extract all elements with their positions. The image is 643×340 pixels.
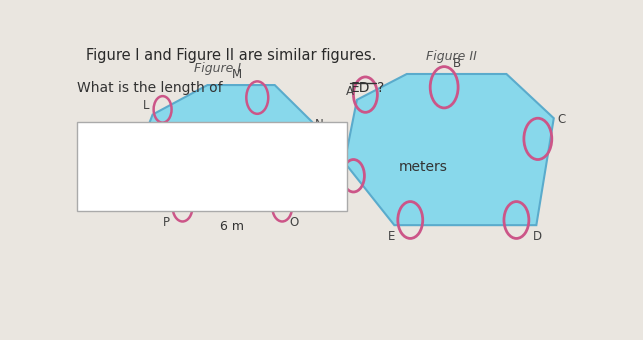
Text: 3 m: 3 m xyxy=(111,135,135,148)
Text: Q: Q xyxy=(120,162,129,175)
Text: A: A xyxy=(345,85,354,98)
Text: meters: meters xyxy=(399,159,448,174)
Text: L: L xyxy=(143,99,149,112)
Text: Figure II: Figure II xyxy=(426,50,477,63)
Text: B: B xyxy=(453,57,460,70)
Text: C: C xyxy=(557,113,566,126)
Text: 4 m: 4 m xyxy=(320,125,343,138)
Text: 6 m: 6 m xyxy=(221,220,244,233)
Text: D: D xyxy=(533,230,543,243)
Text: P: P xyxy=(163,216,170,228)
Text: F: F xyxy=(334,157,341,170)
Text: N: N xyxy=(314,118,323,131)
Text: What is the length of: What is the length of xyxy=(77,81,227,95)
Text: ?: ? xyxy=(377,81,385,95)
Text: ED: ED xyxy=(350,81,370,95)
Text: E: E xyxy=(388,230,395,243)
Text: Figure I and Figure II are similar figures.: Figure I and Figure II are similar figur… xyxy=(86,48,377,63)
Text: Figure I: Figure I xyxy=(194,63,241,75)
Polygon shape xyxy=(132,85,312,210)
Text: M: M xyxy=(232,68,242,81)
Polygon shape xyxy=(345,74,554,225)
Text: O: O xyxy=(289,216,298,228)
